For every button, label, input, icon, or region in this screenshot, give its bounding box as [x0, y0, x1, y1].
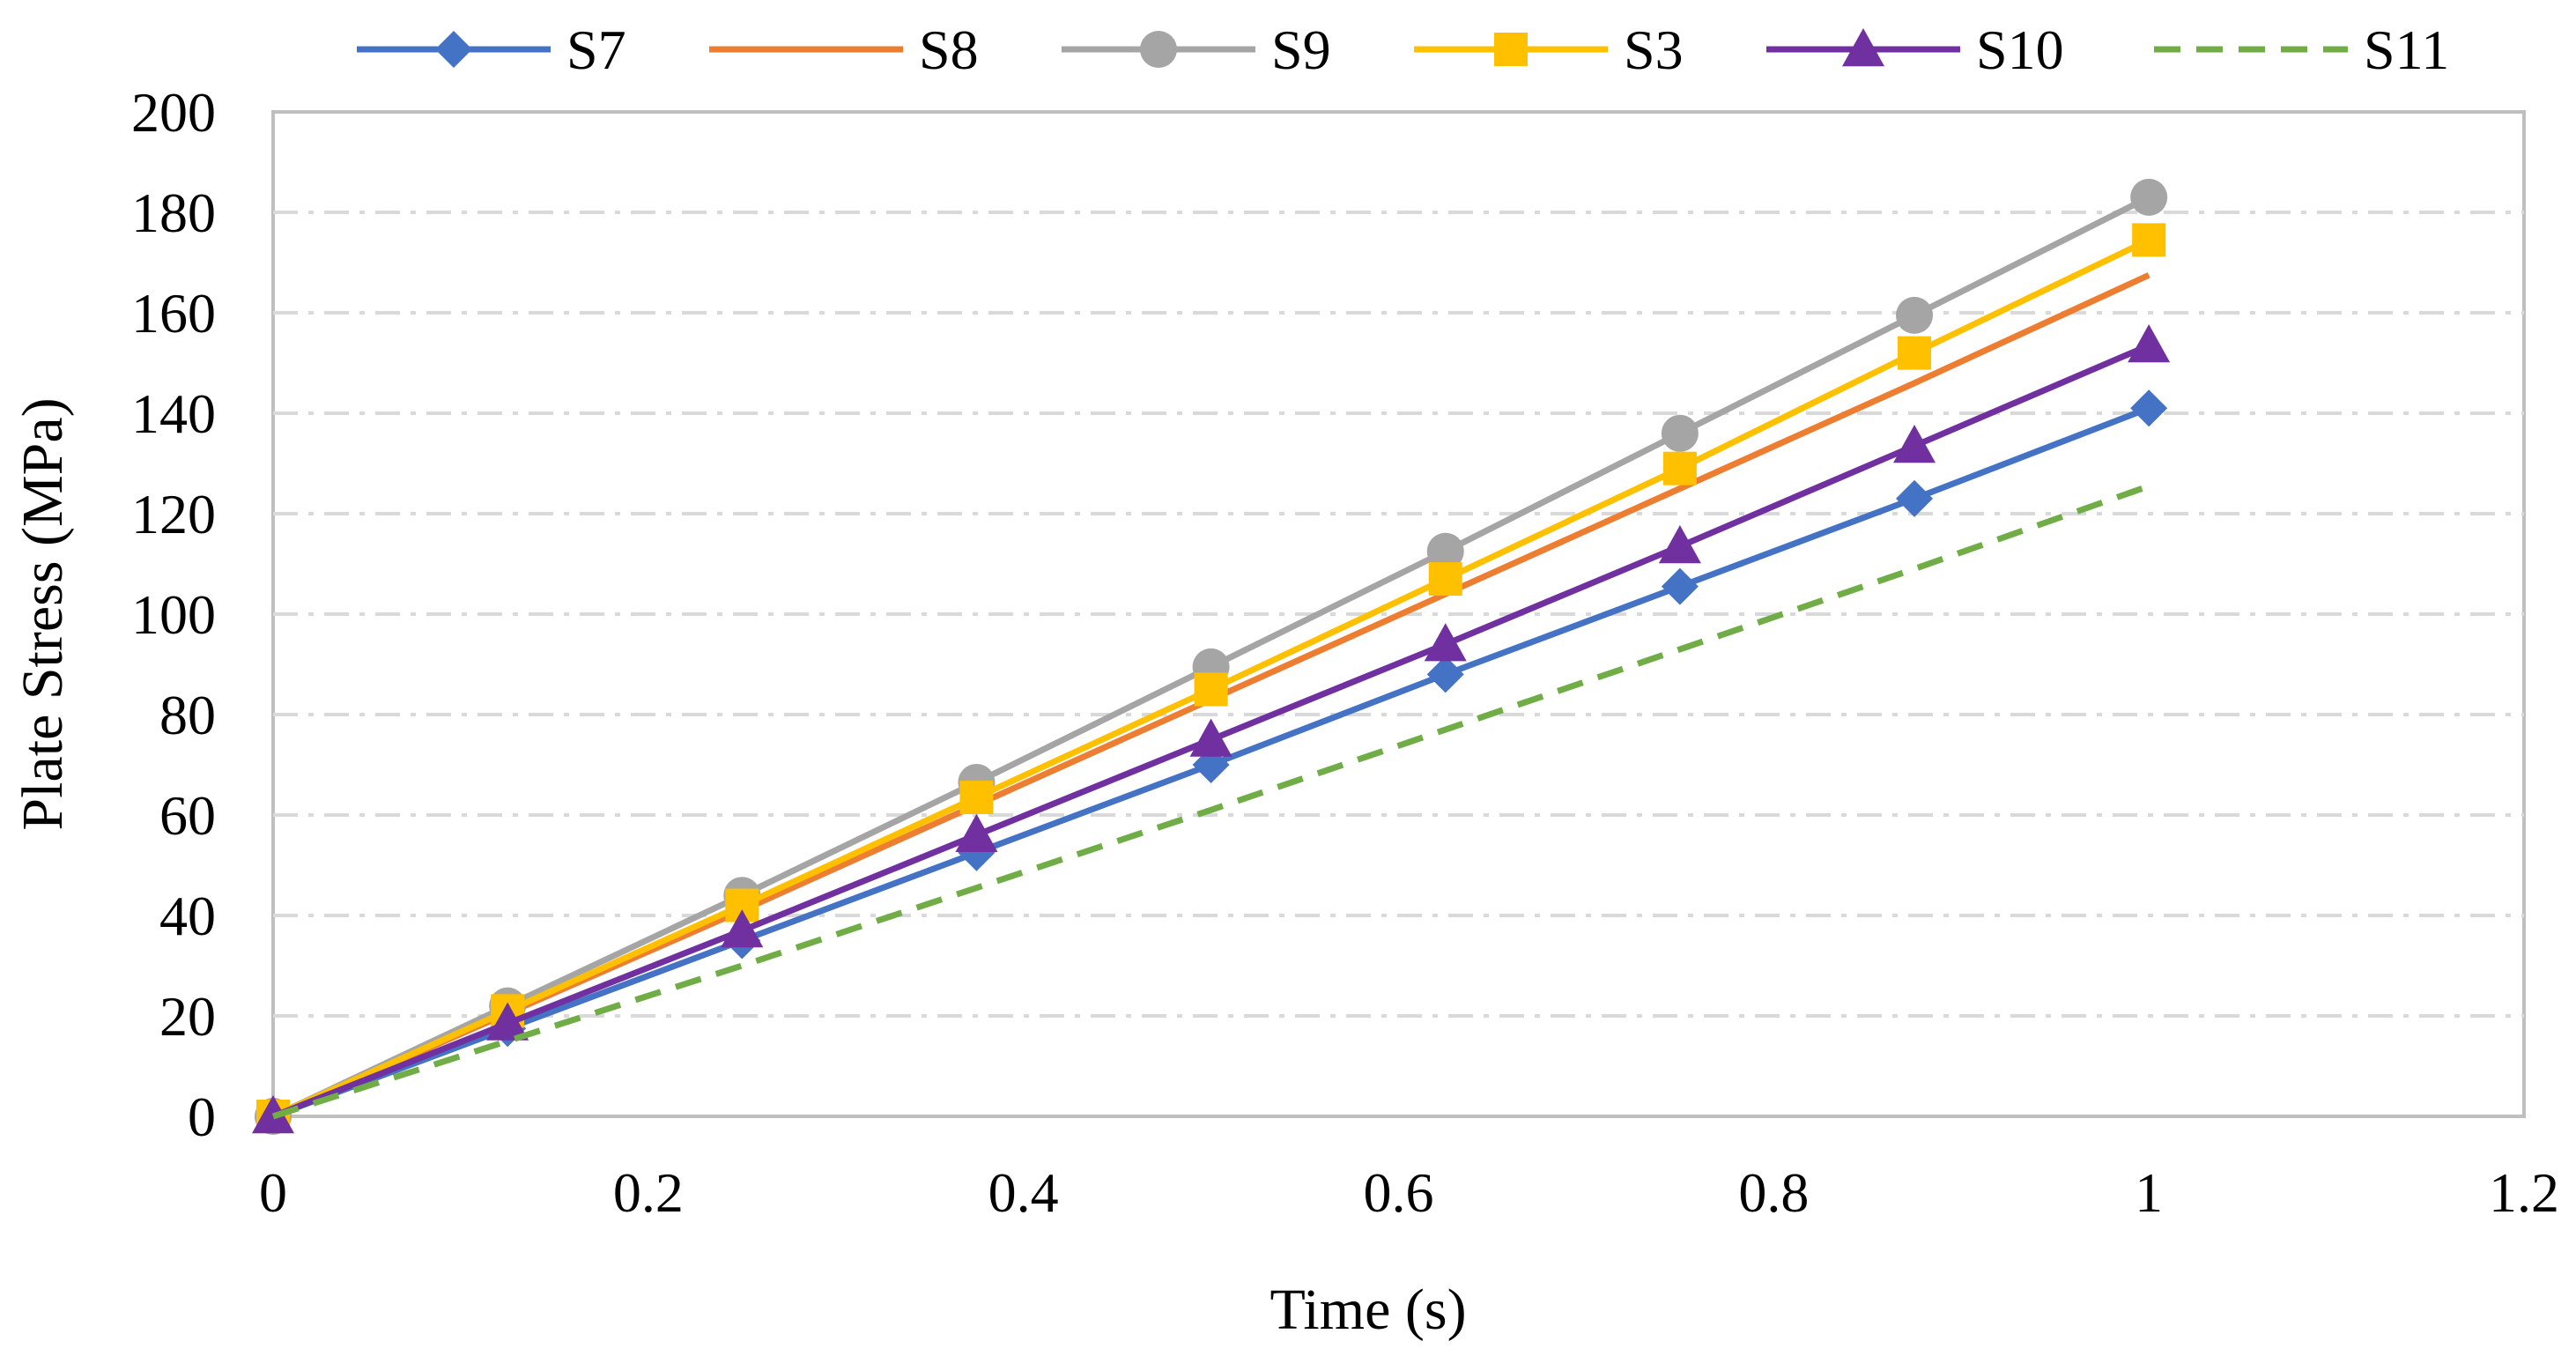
legend-label-s9: S9: [1271, 19, 1331, 81]
y-tick-label: 80: [159, 684, 216, 746]
legend-entry-s9: S9: [1062, 19, 1331, 81]
data-point-s3: [1194, 672, 1228, 707]
data-point-s10: [955, 813, 998, 852]
y-tick-label: 40: [159, 885, 216, 947]
legend-label-s10: S10: [1976, 19, 2064, 81]
tick-labels: 0 20 40 60 80 100 120 140 160 180 200 0 0.2 0.4 0.6 0.8…: [131, 81, 2559, 1224]
series-s10: [252, 324, 2171, 1134]
legend-label-s11: S11: [2364, 19, 2449, 81]
legend-label-s7: S7: [566, 19, 626, 81]
x-tick-label: 1.2: [2489, 1161, 2559, 1224]
x-tick-label: 0: [259, 1161, 287, 1224]
y-tick-label: 180: [131, 182, 216, 244]
data-point-s7: [1426, 656, 1464, 693]
data-point-s7: [1661, 567, 1699, 605]
legend-marker-s9: [1140, 31, 1177, 68]
series-s3: [256, 223, 2166, 1133]
data-point-s7: [2130, 389, 2168, 427]
y-tick-label: 140: [131, 382, 216, 445]
data-point-s3: [1428, 562, 1462, 596]
y-tick-label: 160: [131, 282, 216, 345]
x-tick-label: 0.6: [1364, 1161, 1434, 1224]
data-point-s3: [2132, 223, 2166, 257]
data-point-s7: [1896, 479, 1934, 517]
data-point-s10: [1424, 623, 1467, 662]
data-point-s10: [2128, 324, 2171, 363]
legend-label-s3: S3: [1624, 19, 1684, 81]
y-tick-label: 0: [188, 1086, 216, 1148]
data-point-s3: [959, 781, 994, 815]
series-s11: [271, 483, 2150, 1120]
data-point-s10: [1189, 718, 1232, 757]
x-tick-label: 1: [2135, 1161, 2163, 1224]
series-line-s11: [271, 483, 2150, 1120]
data-point-s3: [1662, 451, 1697, 485]
data-point-s9: [2130, 178, 2168, 216]
y-tick-label: 200: [131, 81, 216, 144]
legend-entry-s7: S7: [357, 19, 626, 81]
legend-entry-s8: S8: [709, 19, 979, 81]
data-point-s10: [1658, 525, 1701, 564]
data-point-s3: [1898, 336, 1932, 370]
y-axis-title: Plate Stress (MPa): [11, 397, 75, 830]
legend-entry-s10: S10: [1766, 19, 2064, 81]
y-tick-label: 100: [131, 583, 216, 646]
x-tick-label: 0.2: [613, 1161, 684, 1224]
x-tick-label: 0.4: [988, 1161, 1059, 1224]
data-point-s9: [1426, 532, 1464, 570]
x-axis-title: Time (s): [1269, 1278, 1466, 1342]
data-point-s10: [1893, 425, 1936, 463]
x-tick-label: 0.8: [1738, 1161, 1809, 1224]
series-group: [252, 178, 2171, 1135]
data-point-s10: [721, 909, 764, 948]
data-point-s10: [486, 1002, 529, 1041]
y-tick-label: 20: [159, 985, 216, 1048]
data-point-s9: [1896, 296, 1934, 334]
y-tick-label: 120: [131, 483, 216, 545]
legend: S7 S8 S9 S3 S10 S11: [357, 19, 2449, 81]
legend-marker-s3: [1494, 33, 1528, 66]
legend-label-s8: S8: [919, 19, 979, 81]
legend-marker-s7: [435, 31, 472, 68]
data-point-s9: [1661, 414, 1699, 452]
legend-marker-s10: [1842, 28, 1884, 67]
y-tick-label: 60: [159, 784, 216, 847]
legend-entry-s3: S3: [1414, 19, 1684, 81]
legend-entry-s11: S11: [2154, 19, 2449, 81]
